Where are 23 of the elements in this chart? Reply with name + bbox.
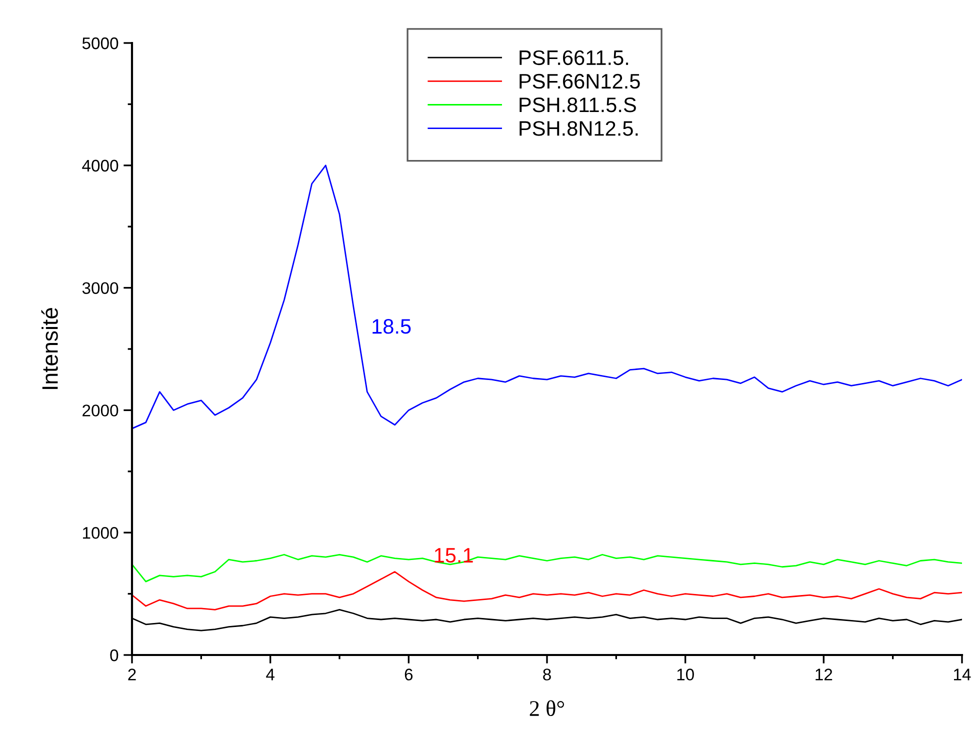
y-tick-label: 0 — [110, 649, 118, 662]
x-axis-title: 2 θ° — [530, 700, 564, 716]
x-tick-label: 6 — [404, 668, 413, 680]
line-series — [132, 571, 962, 610]
y-tick-label: 1000 — [83, 527, 118, 539]
y-tick-label: 5000 — [82, 37, 118, 50]
x-tick-label: 2 — [128, 668, 136, 680]
y-tick-label: 3000 — [82, 282, 118, 294]
legend-label: PSH.811.5.S — [520, 97, 636, 112]
y-tick-label: 4000 — [82, 160, 118, 172]
x-tick-label: 12 — [816, 668, 832, 680]
line-series — [132, 164, 962, 430]
x-tick-label: 8 — [543, 668, 551, 680]
legend-label: PSF.6611.5. — [520, 50, 628, 66]
x-tick-label: 4 — [266, 668, 274, 680]
x-tick-label: 14 — [954, 668, 971, 680]
y-tick-label: 2000 — [82, 404, 118, 416]
legend-label: PSF.66N12.5 — [520, 74, 640, 89]
legend-label: PSH.8N12.5. — [520, 121, 638, 136]
x-tick-label: 10 — [677, 668, 694, 680]
annotation: 15.1 — [434, 548, 473, 563]
annotation: 18.5 — [372, 319, 411, 334]
y-axis-title: Intensité — [41, 308, 58, 389]
